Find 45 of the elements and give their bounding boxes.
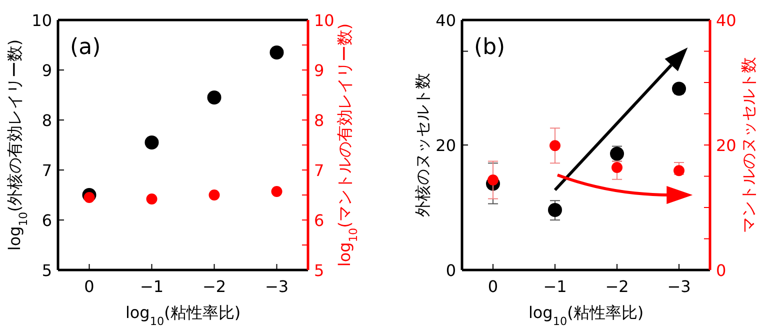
y-tick-label: 8 — [42, 111, 52, 130]
x-axis-title: log$_{10}$(粘性率比) — [528, 303, 644, 328]
y2-tick-label: 9 — [314, 61, 324, 80]
y2-tick-label: 6 — [314, 211, 324, 230]
x-tick-label: −2 — [605, 277, 629, 296]
y-axis-title: 外核のヌッセルト数 — [413, 73, 432, 217]
x-axis-title: log$_{10}$(粘性率比) — [125, 303, 241, 328]
y2-tick-label: 8 — [314, 111, 324, 130]
y-tick-label: 7 — [42, 161, 52, 180]
point — [144, 136, 159, 150]
y-tick-label: 10 — [32, 11, 52, 30]
y-tick-label: 0 — [446, 261, 456, 280]
point — [674, 165, 684, 176]
x-tick-label: −3 — [667, 277, 691, 296]
y2-tick-label: 20 — [716, 136, 736, 155]
y-tick-label: 5 — [42, 261, 52, 280]
annotation: (b) — [474, 35, 506, 60]
x-tick-label: −2 — [202, 277, 226, 296]
x-tick-label: 0 — [488, 277, 498, 296]
annotation: (a) — [70, 35, 101, 60]
point — [488, 174, 498, 186]
y2-tick-label: 10 — [314, 11, 334, 30]
point — [270, 46, 284, 60]
y2-tick-label: 0 — [716, 261, 726, 280]
point — [548, 203, 562, 217]
x-tick-label: −1 — [140, 277, 164, 296]
point — [672, 82, 686, 96]
point — [550, 140, 560, 152]
y2-tick-label: 5 — [314, 261, 324, 280]
x-tick-label: 0 — [84, 277, 94, 296]
point — [208, 190, 220, 200]
x-tick-label: −1 — [543, 277, 567, 296]
y2-tick-label: 7 — [314, 161, 324, 180]
point — [207, 90, 222, 104]
y-tick-label: 9 — [42, 61, 52, 80]
y-tick-label: 20 — [436, 136, 456, 155]
y-tick-label: 6 — [42, 211, 52, 230]
x-tick-label: −3 — [264, 277, 289, 296]
y-tick-label: 40 — [436, 11, 456, 30]
y2-tick-label: 40 — [716, 11, 736, 30]
point — [271, 186, 282, 197]
y2-axis-title: マントルのヌッセルト数 — [739, 57, 758, 233]
point — [146, 194, 158, 204]
point — [612, 162, 622, 173]
point — [84, 192, 95, 203]
